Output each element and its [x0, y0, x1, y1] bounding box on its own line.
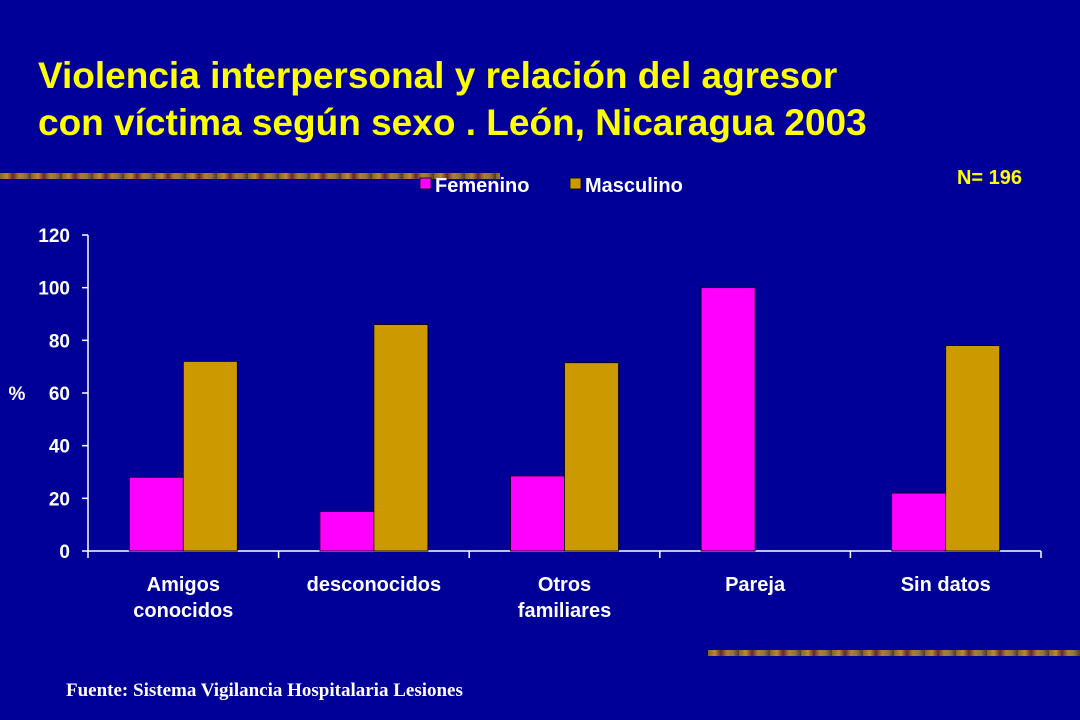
x-category-label: Sin datos — [901, 574, 991, 596]
bar-femenino — [891, 492, 947, 552]
legend-swatch-masculino — [569, 177, 582, 190]
x-category-label: Pareja — [725, 574, 786, 596]
y-tick-label: 100 — [38, 279, 70, 300]
bar-masculino — [564, 362, 619, 552]
y-axis-label: % — [9, 384, 26, 405]
legend-label-femenino: Femenino — [435, 175, 529, 197]
bar-masculino — [373, 324, 429, 552]
y-tick-label: 0 — [59, 542, 70, 563]
y-tick-label: 60 — [49, 384, 70, 405]
x-category-label: Otros — [538, 574, 591, 596]
x-category-label: familiares — [518, 600, 611, 622]
y-tick-label: 40 — [49, 437, 70, 458]
legend-swatch-femenino — [419, 177, 432, 190]
y-tick-label: 80 — [49, 331, 70, 352]
x-category-label: conocidos — [133, 600, 233, 622]
legend-label-masculino: Masculino — [585, 175, 683, 197]
bar-femenino — [510, 475, 565, 552]
y-tick-label: 120 — [38, 226, 70, 247]
bar-masculino — [182, 360, 238, 552]
decorative-rule-top — [0, 173, 500, 179]
decorative-rule-bottom — [708, 650, 1080, 656]
bar-femenino — [128, 476, 184, 552]
bar-masculino — [945, 345, 1001, 552]
x-category-label: desconocidos — [307, 574, 441, 596]
sample-size-label: N= 196 — [956, 167, 1022, 189]
slide-title: Violencia interpersonal y relación del a… — [38, 55, 867, 143]
bar-femenino — [700, 287, 756, 552]
source-note: Fuente: Sistema Vigilancia Hospitalaria … — [66, 680, 463, 701]
bar-femenino — [319, 511, 375, 552]
y-tick-label: 20 — [49, 489, 70, 510]
x-category-label: Amigos — [147, 574, 220, 596]
